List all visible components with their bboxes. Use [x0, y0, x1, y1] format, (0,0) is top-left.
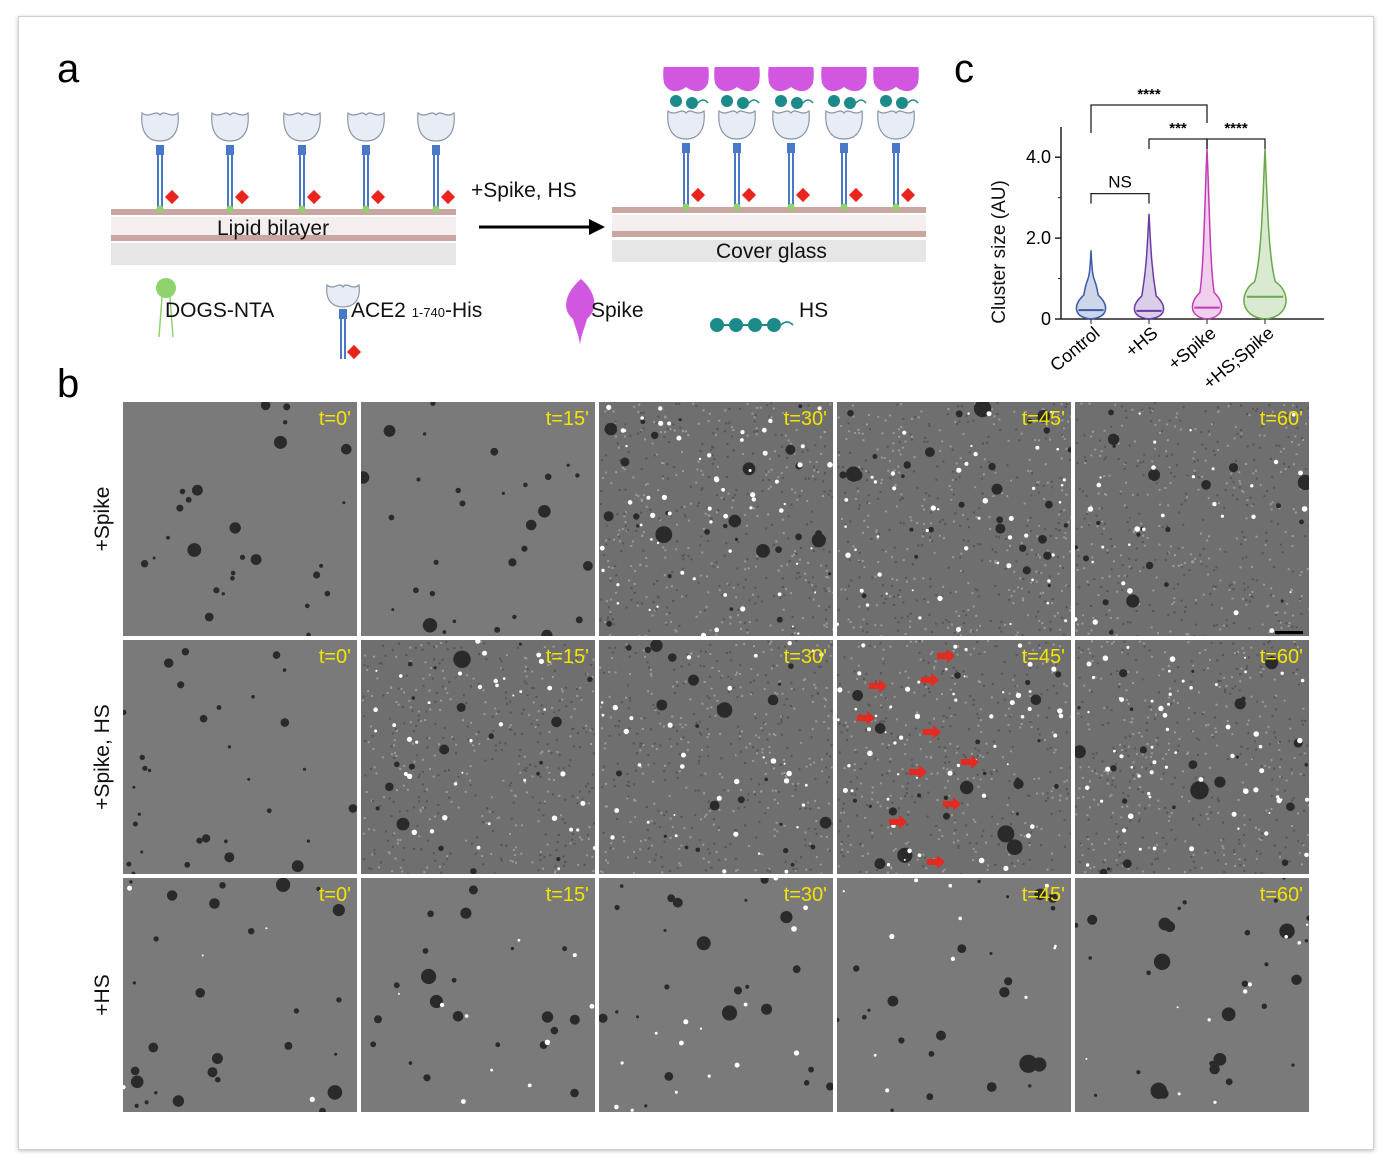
timepoint-label: t=45' [1021, 408, 1065, 430]
micrograph-r1-t3: t=45' [837, 640, 1071, 874]
red-arrow-1 [869, 679, 887, 693]
legend-ace2-icon [326, 283, 362, 360]
right-receptor-group [663, 67, 919, 211]
significance-label: *** [1169, 120, 1187, 137]
red-arrow-8 [889, 815, 907, 829]
micrograph-r1-t0: t=0' [123, 640, 357, 874]
ace2-receptor [141, 111, 180, 213]
ace2-receptor [417, 111, 456, 213]
micrograph-r2-t2: t=30' [599, 878, 833, 1112]
lipid-bilayer-label: Lipid bilayer [217, 217, 330, 240]
panel-letter-a: a [57, 47, 80, 91]
ace2-receptor [211, 111, 250, 213]
significance-label: **** [1224, 120, 1248, 137]
row-label-2: +HS [91, 974, 114, 1016]
timepoint-label: t=0' [318, 408, 351, 430]
y-tick-label: 2.0 [1026, 228, 1051, 248]
timepoint-label: t=30' [783, 408, 827, 430]
red-arrow-6 [909, 765, 927, 779]
micrograph-r2-t3: t=45' [837, 878, 1071, 1112]
micrograph-r0-t0: t=0' [123, 402, 357, 636]
left-membrane [111, 209, 456, 265]
red-arrow-0 [937, 649, 955, 663]
x-tick-label: +HS [1121, 323, 1161, 361]
legend-spike-label: Spike [591, 299, 644, 322]
significance-bracket: **** [1206, 120, 1266, 149]
timepoint-label: t=15' [545, 408, 589, 430]
y-axis-label: Cluster size (AU) [989, 180, 1010, 324]
timepoint-label: t=30' [783, 646, 827, 668]
significance-bracket: **** [1090, 86, 1208, 133]
violin-+HS [1133, 213, 1165, 320]
violin-+Spike [1191, 149, 1223, 320]
micrograph-r1-t1: t=15' [361, 640, 595, 874]
ace2-receptor [714, 67, 760, 211]
left-receptor-group [141, 111, 456, 213]
timepoint-label: t=45' [1021, 884, 1065, 906]
micrograph-r0-t1: t=15' [361, 402, 595, 636]
ace2-receptor [821, 67, 867, 211]
micrograph-r0-t3: t=45' [837, 402, 1071, 636]
ace2-receptor [663, 67, 709, 211]
timepoint-label: t=15' [545, 884, 589, 906]
right-membrane [612, 207, 926, 262]
legend-hs-icon [710, 318, 794, 332]
legend-hs-label: HS [799, 299, 829, 322]
ace2-receptor [873, 67, 919, 211]
y-tick-label: 0 [1041, 309, 1051, 329]
micrograph-r1-t2: t=30' [599, 640, 833, 874]
panel-letter-b: b [57, 362, 80, 406]
arrow-label: +Spike, HS [471, 179, 577, 202]
red-arrow-2 [921, 673, 939, 687]
red-arrow-5 [961, 755, 979, 769]
significance-bracket: NS [1090, 173, 1150, 204]
legend-dogs-nta-icon [156, 278, 176, 338]
legend-dogs-nta-label: DOGS-NTA [165, 299, 275, 322]
timepoint-label: t=0' [318, 646, 351, 668]
legend-spike-icon [566, 279, 595, 345]
figure-card: a b c [18, 16, 1374, 1150]
red-arrow-9 [927, 855, 945, 869]
row-label-1: +Spike, HS [91, 704, 114, 810]
row-label-0: +Spike [91, 486, 114, 552]
x-tick-label: Control [1046, 323, 1103, 376]
reaction-arrow [479, 219, 605, 235]
timepoint-label: t=60' [1259, 646, 1303, 668]
significance-label: NS [1108, 173, 1132, 192]
violin-+HS;Spike [1243, 149, 1287, 320]
micrograph-r0-t2: t=30' [599, 402, 833, 636]
significance-bracket: *** [1148, 120, 1208, 149]
ace2-receptor [283, 111, 322, 213]
micrograph-r0-t4: t=60' [1075, 402, 1309, 636]
chart-axes [1060, 127, 1324, 320]
panel-letter-c: c [954, 47, 974, 91]
timepoint-label: t=45' [1021, 646, 1065, 668]
cover-glass-label: Cover glass [716, 240, 827, 263]
timepoint-label: t=60' [1259, 884, 1303, 906]
micrograph-r2-t4: t=60' [1075, 878, 1309, 1112]
ace2-receptor [768, 67, 814, 211]
ace2-receptor [347, 111, 386, 213]
x-tick-label: +Spike [1164, 323, 1219, 374]
schematic-diagram [111, 67, 926, 360]
micrograph-r2-t0: t=0' [123, 878, 357, 1112]
red-arrow-4 [923, 725, 941, 739]
timepoint-label: t=30' [783, 884, 827, 906]
significance-label: **** [1137, 86, 1161, 103]
timepoint-label: t=60' [1259, 408, 1303, 430]
micrograph-r2-t1: t=15' [361, 878, 595, 1112]
red-arrow-7 [943, 797, 961, 811]
y-tick-label: 4.0 [1026, 147, 1051, 167]
chart-significance: ******* ****NS [1090, 86, 1266, 204]
red-arrow-3 [857, 711, 875, 725]
timepoint-label: t=15' [545, 646, 589, 668]
violin-Control [1075, 250, 1107, 320]
scale-bar [1275, 631, 1303, 634]
legend-ace2-label: ACE2 1-740-His [351, 299, 483, 322]
timepoint-label: t=0' [318, 884, 351, 906]
micrograph-r1-t4: t=60' [1075, 640, 1309, 874]
